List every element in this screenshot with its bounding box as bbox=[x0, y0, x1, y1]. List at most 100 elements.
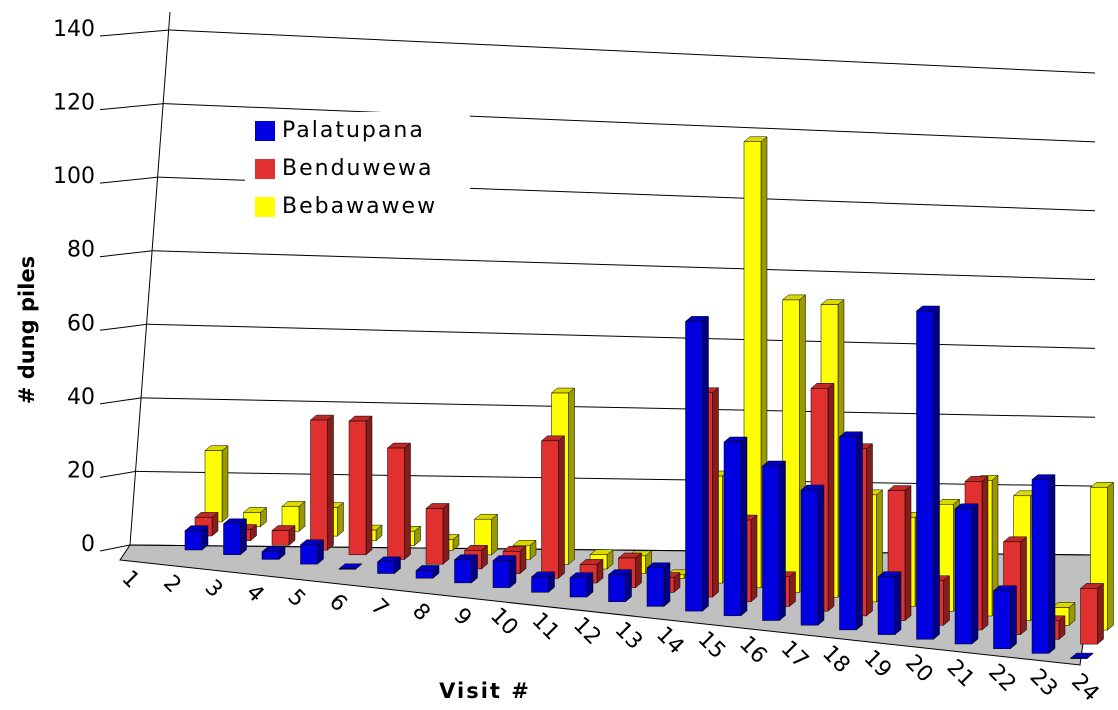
bar bbox=[530, 571, 556, 593]
bar-front bbox=[223, 523, 241, 555]
back-wall-edge bbox=[129, 11, 171, 546]
tick-mark bbox=[99, 176, 159, 184]
x-tick-label: 4 bbox=[241, 580, 269, 608]
grid-line bbox=[141, 397, 1096, 418]
bar bbox=[838, 431, 864, 631]
legend-swatch bbox=[255, 159, 275, 179]
x-tick-label: 14 bbox=[651, 622, 688, 659]
bar-front bbox=[569, 577, 588, 598]
x-tick-label: 1 bbox=[117, 566, 145, 594]
bar-front bbox=[1031, 479, 1050, 654]
x-tick-label: 22 bbox=[983, 660, 1020, 697]
bar bbox=[992, 585, 1018, 650]
x-tick-label: 17 bbox=[776, 636, 813, 673]
y-tick-label: 60 bbox=[67, 311, 95, 336]
x-tick-label: 7 bbox=[366, 594, 394, 622]
bar-front bbox=[685, 321, 703, 612]
bar bbox=[453, 554, 479, 584]
legend-label: Palatupana bbox=[282, 118, 425, 143]
bar-side bbox=[817, 484, 825, 626]
x-tick-label: 18 bbox=[817, 641, 854, 678]
bar-front bbox=[377, 561, 395, 574]
bar bbox=[222, 518, 248, 556]
bar-side bbox=[827, 382, 835, 612]
tick-mark bbox=[99, 29, 170, 37]
y-tick-label: 20 bbox=[67, 458, 95, 483]
bar bbox=[184, 525, 209, 551]
bar-side bbox=[1107, 481, 1114, 631]
bar bbox=[743, 136, 768, 589]
bar-side bbox=[866, 443, 873, 617]
bar bbox=[261, 546, 286, 560]
grid-line bbox=[163, 103, 1096, 143]
bar bbox=[348, 415, 373, 556]
bar-front bbox=[646, 567, 665, 607]
bar-front bbox=[877, 576, 896, 635]
x-tick-label: 23 bbox=[1025, 664, 1062, 701]
grid-line bbox=[135, 470, 1096, 487]
grid-line bbox=[146, 323, 1096, 349]
tick-mark bbox=[99, 544, 131, 552]
bar bbox=[1069, 652, 1095, 659]
bar-side bbox=[894, 571, 902, 636]
x-tick-label: 2 bbox=[158, 571, 186, 599]
bar bbox=[1079, 582, 1105, 645]
bar bbox=[684, 315, 710, 612]
bar-side bbox=[789, 571, 796, 608]
bar-side bbox=[509, 555, 517, 589]
y-tick-label: 140 bbox=[53, 17, 95, 42]
bar-front bbox=[261, 551, 280, 560]
bar-side bbox=[712, 387, 719, 598]
bar bbox=[877, 571, 902, 636]
bar-front bbox=[425, 508, 444, 565]
bar-side bbox=[981, 475, 989, 631]
legend-label: Benduwewa bbox=[282, 156, 433, 181]
tick-mark bbox=[99, 250, 153, 258]
bar bbox=[954, 503, 979, 645]
y-tick-label: 80 bbox=[67, 238, 95, 263]
bar bbox=[646, 562, 671, 607]
tick-mark bbox=[99, 397, 142, 405]
bar bbox=[492, 555, 517, 589]
bar-side bbox=[558, 435, 565, 579]
x-tick-label: 11 bbox=[527, 608, 564, 645]
bar-front bbox=[300, 544, 318, 565]
bar-front bbox=[916, 310, 934, 640]
bar bbox=[386, 442, 412, 561]
bar-side bbox=[365, 415, 373, 556]
bar-side bbox=[635, 552, 642, 589]
legend-swatch bbox=[255, 197, 275, 217]
tick-mark bbox=[99, 323, 148, 331]
tick-mark bbox=[99, 103, 165, 111]
bar-front bbox=[762, 465, 780, 621]
x-tick-label: 20 bbox=[900, 650, 937, 687]
x-tick-label: 3 bbox=[200, 575, 228, 603]
y-tick-label: 0 bbox=[81, 532, 95, 557]
bar-front bbox=[310, 419, 328, 551]
y-axis-title: # dung piles bbox=[15, 256, 39, 404]
bar bbox=[425, 502, 450, 565]
x-tick-label: 24 bbox=[1066, 669, 1103, 706]
bar-side bbox=[491, 513, 498, 556]
y-tick-label: 40 bbox=[67, 385, 95, 410]
bar bbox=[800, 484, 825, 626]
grid-line bbox=[169, 29, 1096, 74]
bar bbox=[1031, 474, 1056, 654]
bar-front bbox=[608, 574, 626, 602]
grid-line bbox=[152, 250, 1096, 281]
bar-side bbox=[943, 575, 950, 626]
bar-side bbox=[856, 431, 863, 631]
bar-side bbox=[702, 315, 709, 612]
x-axis-title: Visit # bbox=[439, 679, 531, 703]
bar-side bbox=[625, 569, 632, 603]
bar-side bbox=[750, 514, 758, 603]
bar-front bbox=[1070, 657, 1088, 659]
bar-front bbox=[541, 440, 559, 579]
bar bbox=[242, 506, 268, 528]
bar-side bbox=[1010, 585, 1017, 650]
bar bbox=[540, 435, 566, 579]
bar-front bbox=[723, 441, 742, 617]
x-tick-label: 5 bbox=[283, 585, 311, 613]
bar bbox=[569, 572, 594, 598]
bar-side bbox=[568, 387, 575, 565]
